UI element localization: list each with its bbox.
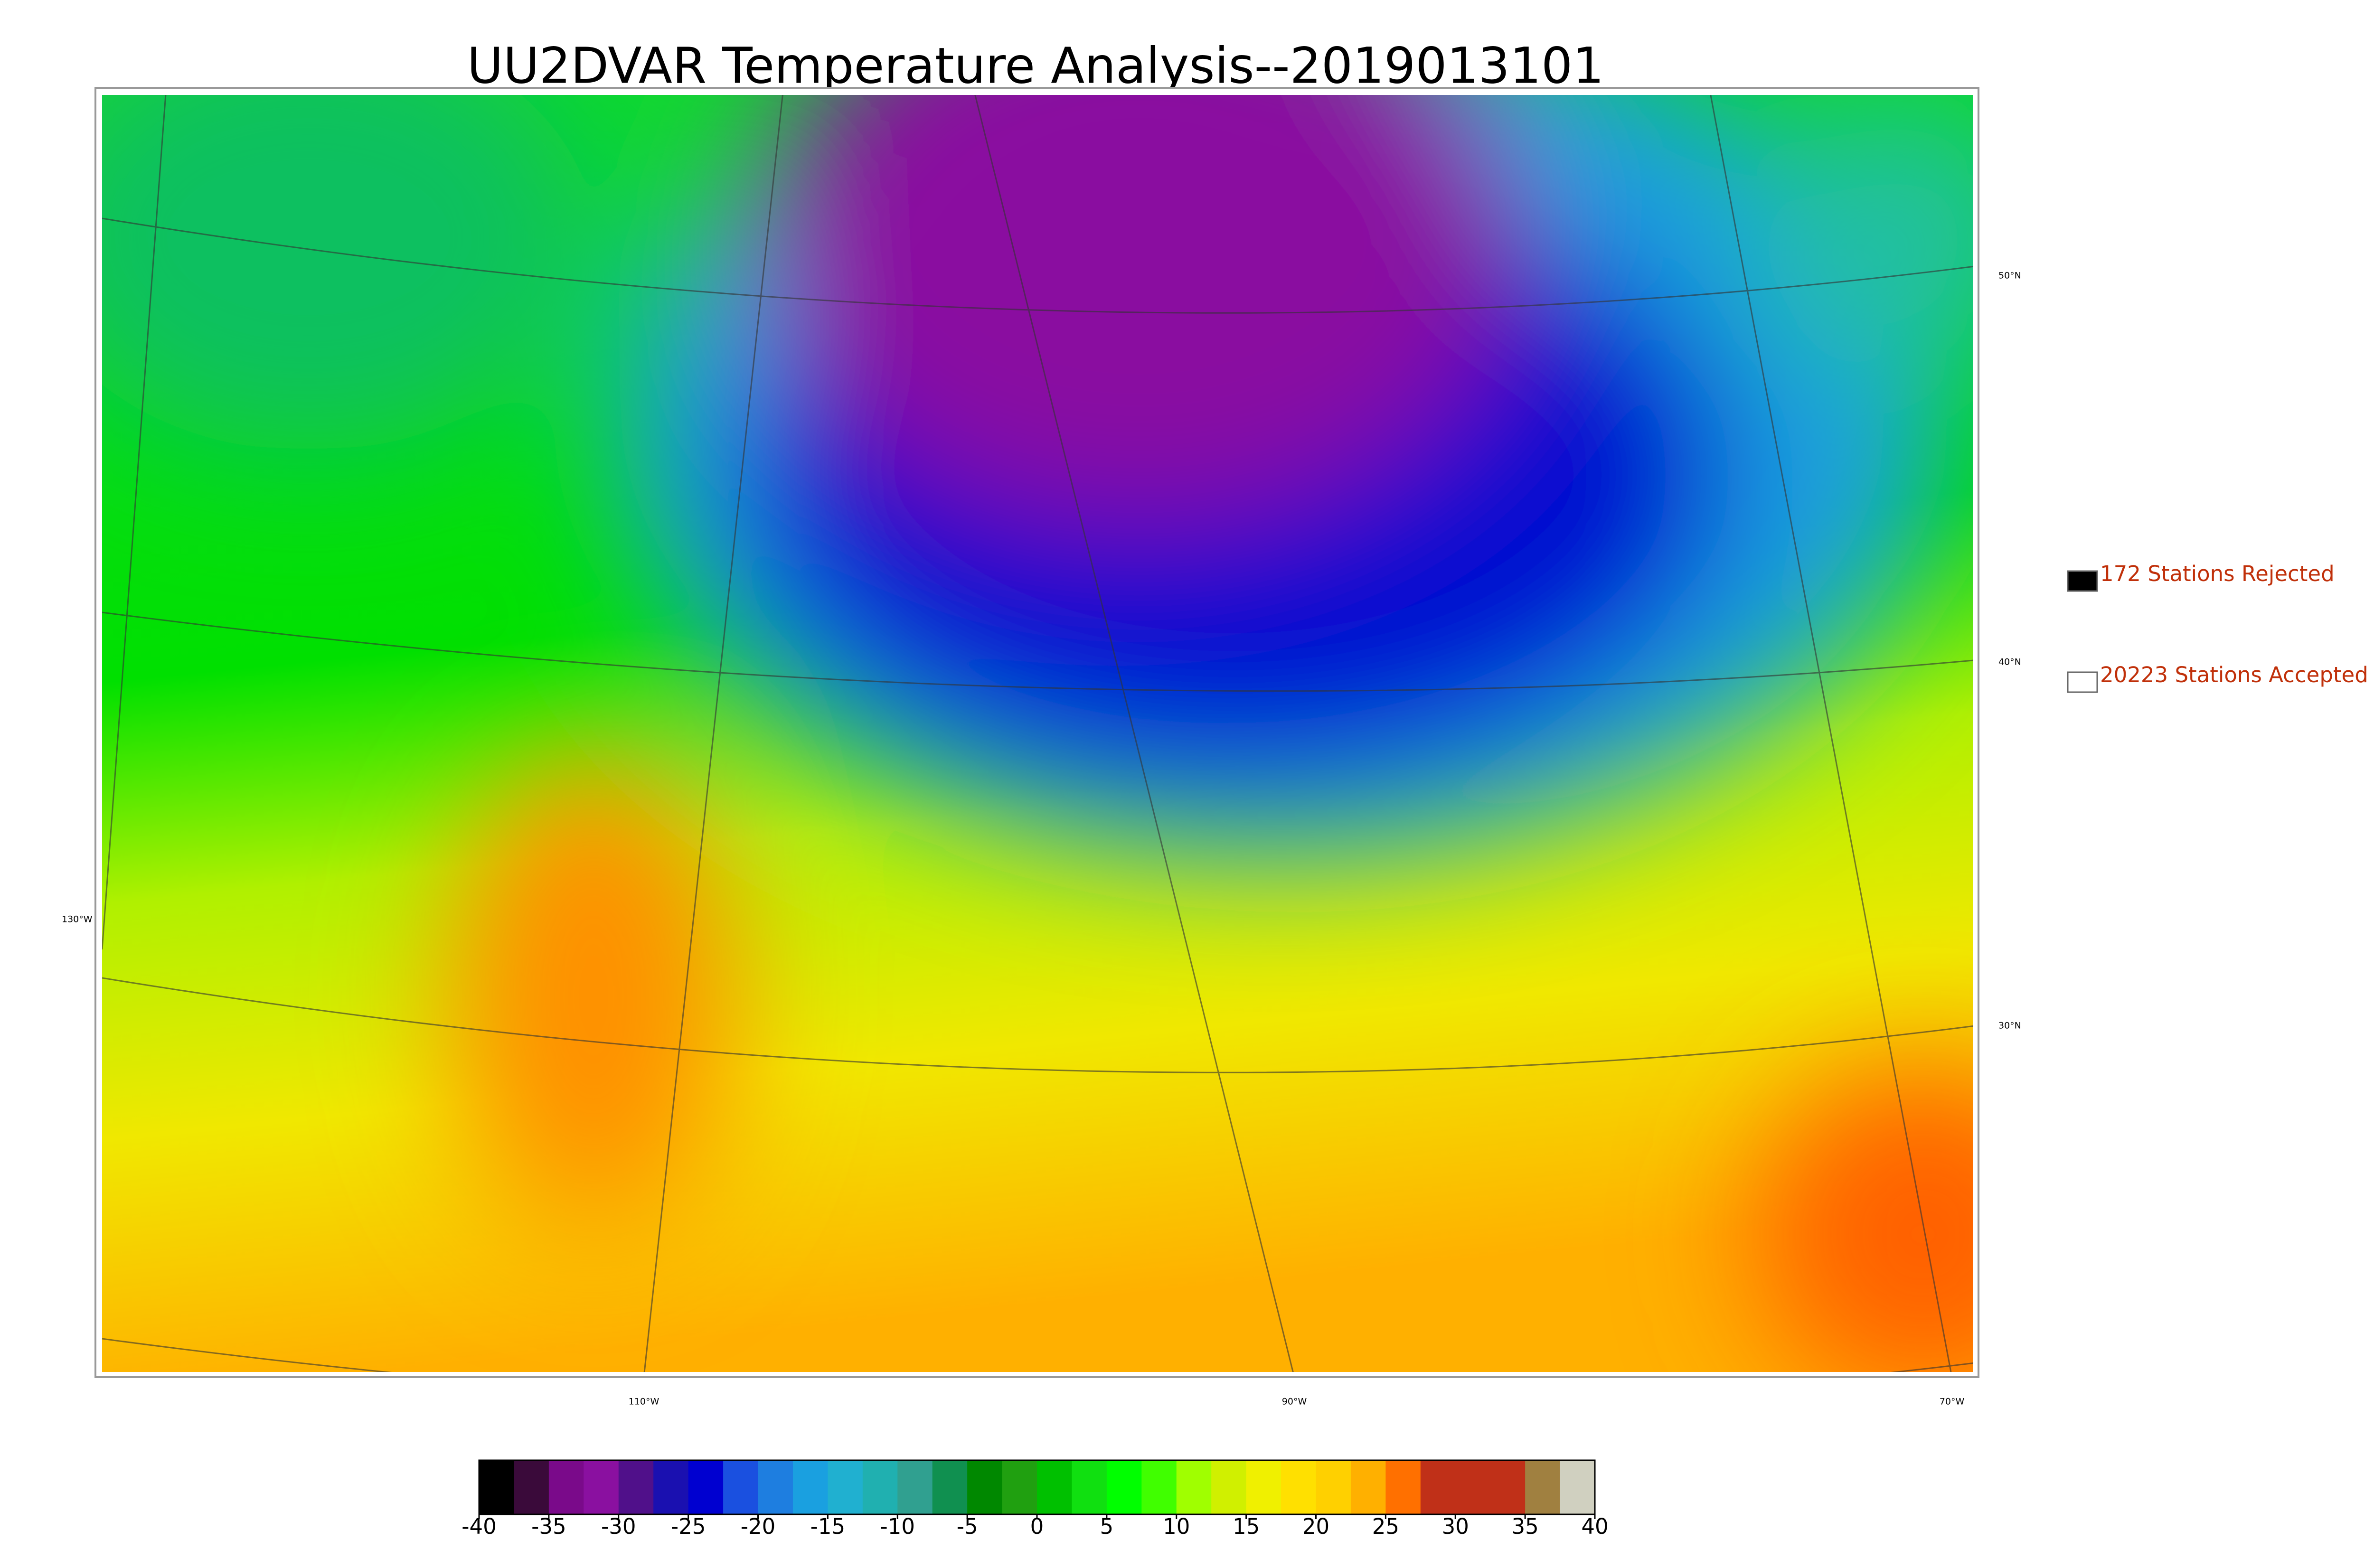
colorbar-segment [1316,1460,1351,1514]
colorbar-tick-label: 35 [1511,1514,1538,1539]
colorbar-segment [1421,1460,1456,1514]
colorbar-tick-label: 30 [1442,1514,1469,1539]
colorbar-segment [1455,1460,1490,1514]
colorbar-segment [514,1460,549,1514]
title: UU2DVAR Temperature Analysis--2019013101 [467,37,1604,94]
colorbar-segment [1351,1460,1386,1514]
colorbar-tick-label: -25 [671,1514,706,1539]
colorbar-tick-label: -5 [957,1514,978,1539]
legend-label: 20223 Stations Accepted [2100,662,2368,687]
colorbar-segment [549,1460,584,1514]
colorbar-segment [653,1460,688,1514]
colorbar-segment [967,1460,1002,1514]
colorbar-tick-label: -20 [741,1514,776,1539]
colorbar-tick-label: 10 [1163,1514,1190,1539]
lat-label: 40°N [1998,657,2021,667]
colorbar-segment [1490,1460,1526,1514]
colorbar-segment [1211,1460,1246,1514]
colorbar-tick-label: 25 [1372,1514,1399,1539]
colorbar-segment [723,1460,758,1514]
colorbar-segment [584,1460,619,1514]
lon-label: 70°W [1940,1397,1965,1407]
colorbar-segment [828,1460,863,1514]
colorbar-tick-label: -35 [531,1514,566,1539]
colorbar-tick-label: -40 [462,1514,497,1539]
colorbar-tick-label: 20 [1302,1514,1329,1539]
colorbar-segment [793,1460,828,1514]
colorbar-segment [1002,1460,1037,1514]
legend-label: 172 Stations Rejected [2100,561,2335,586]
colorbar-tick-label: 0 [1030,1514,1044,1539]
lat-label: 50°N [1998,271,2021,281]
colorbar-segment [1560,1460,1595,1514]
colorbar-segment [758,1460,793,1514]
colorbar-tick-label: 40 [1581,1514,1608,1539]
map [24,0,2089,1412]
page: UU2DVAR Temperature Analysis--2019013101… [0,0,2374,1568]
colorbar-segment [619,1460,654,1514]
colorbar-segment [1037,1460,1072,1514]
colorbar-tick-label: 5 [1100,1514,1114,1539]
colorbar-tick-label: -30 [601,1514,636,1539]
lon-label: 90°W [1282,1397,1307,1407]
colorbar-segment [1141,1460,1177,1514]
colorbar-segment [1525,1460,1560,1514]
colorbar-tick-label: -15 [810,1514,846,1539]
colorbar-segment [1246,1460,1281,1514]
colorbar-segment [1072,1460,1107,1514]
colorbar-segment [897,1460,933,1514]
lon-label: 110°W [629,1397,659,1407]
colorbar-tick-label: 15 [1233,1514,1260,1539]
lon-label: 130°W [62,914,93,925]
colorbar-segment [933,1460,968,1514]
legend-swatch [2068,672,2097,692]
colorbar-segment [1177,1460,1212,1514]
colorbar-segment [1385,1460,1421,1514]
legend-swatch [2068,571,2097,591]
colorbar-segment [1107,1460,1142,1514]
colorbar-segment [863,1460,898,1514]
lat-label: 30°N [1998,1021,2021,1031]
colorbar-segment [688,1460,724,1514]
colorbar-segment [1281,1460,1316,1514]
colorbar-segment [479,1460,514,1514]
colorbar-tick-label: -10 [880,1514,915,1539]
